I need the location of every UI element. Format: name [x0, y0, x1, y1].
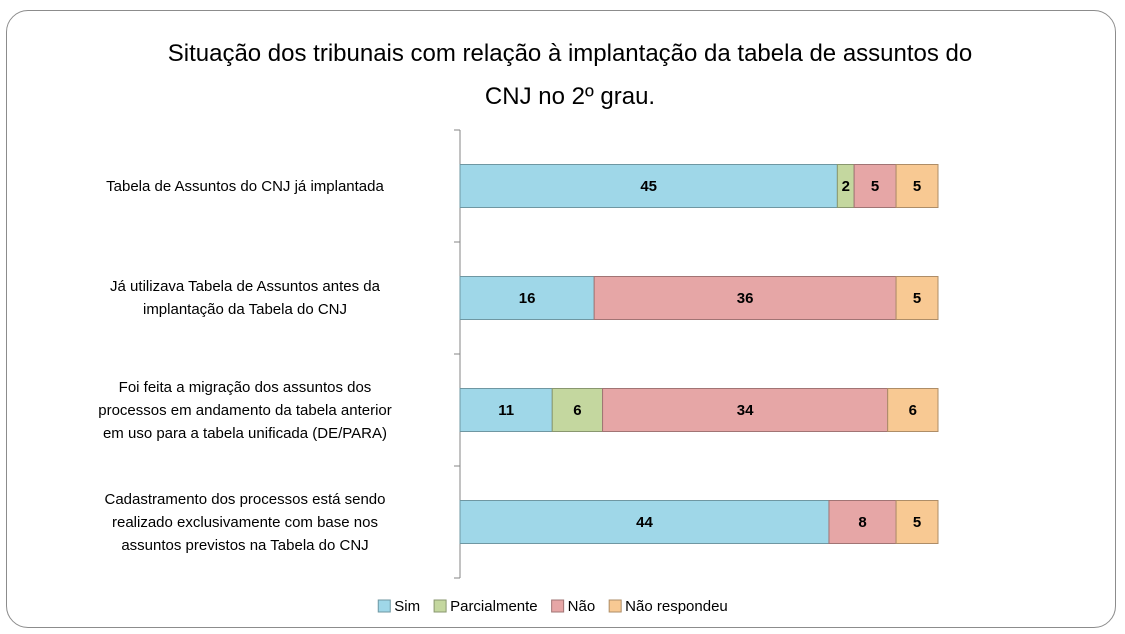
category-label: Tabela de Assuntos do CNJ já implantada: [106, 177, 384, 195]
bar-segment: [828, 500, 897, 544]
value-label: 5: [871, 178, 879, 195]
value-label: 45: [640, 178, 657, 195]
bar-segment: [593, 276, 897, 320]
value-label: 11: [498, 402, 514, 419]
legend-marker: [433, 599, 447, 613]
legend-label: Parcialmente: [450, 598, 538, 615]
bar-segment: [602, 388, 889, 432]
bar-segment: [887, 388, 939, 432]
legend-marker: [377, 599, 391, 613]
bar-segment: [459, 388, 553, 432]
bar-segment: [459, 276, 595, 320]
category-label: Foi feita a migração dos assuntos dos pr…: [98, 378, 392, 442]
value-label: 16: [519, 290, 536, 307]
value-label: 34: [737, 402, 754, 419]
value-label: 2: [842, 178, 850, 195]
value-label: 5: [913, 290, 921, 307]
legend-label: Não: [568, 598, 596, 615]
value-label: 8: [858, 514, 866, 531]
chart-frame: [6, 10, 1116, 628]
legend-label: Não respondeu: [625, 598, 728, 615]
legend-marker: [608, 599, 622, 613]
bar-segment: [895, 164, 939, 208]
chart-title: Situação dos tribunais com relação à imp…: [167, 40, 973, 110]
value-label: 44: [636, 514, 653, 531]
bar-segment: [895, 276, 939, 320]
bar-segment: [895, 500, 939, 544]
value-label: 5: [913, 178, 921, 195]
category-label: Cadastramento dos processos está sendo r…: [104, 490, 386, 554]
bar-segment: [459, 500, 830, 544]
value-label: 6: [573, 402, 581, 419]
legend-marker: [551, 599, 565, 613]
value-label: 6: [909, 402, 917, 419]
category-label: Já utilizava Tabela de Assuntos antes da…: [110, 278, 380, 318]
bar-segment: [853, 164, 897, 208]
value-label: 5: [913, 514, 921, 531]
legend-label: Sim: [394, 598, 420, 615]
value-label: 36: [737, 290, 754, 307]
bar-segment: [459, 164, 838, 208]
